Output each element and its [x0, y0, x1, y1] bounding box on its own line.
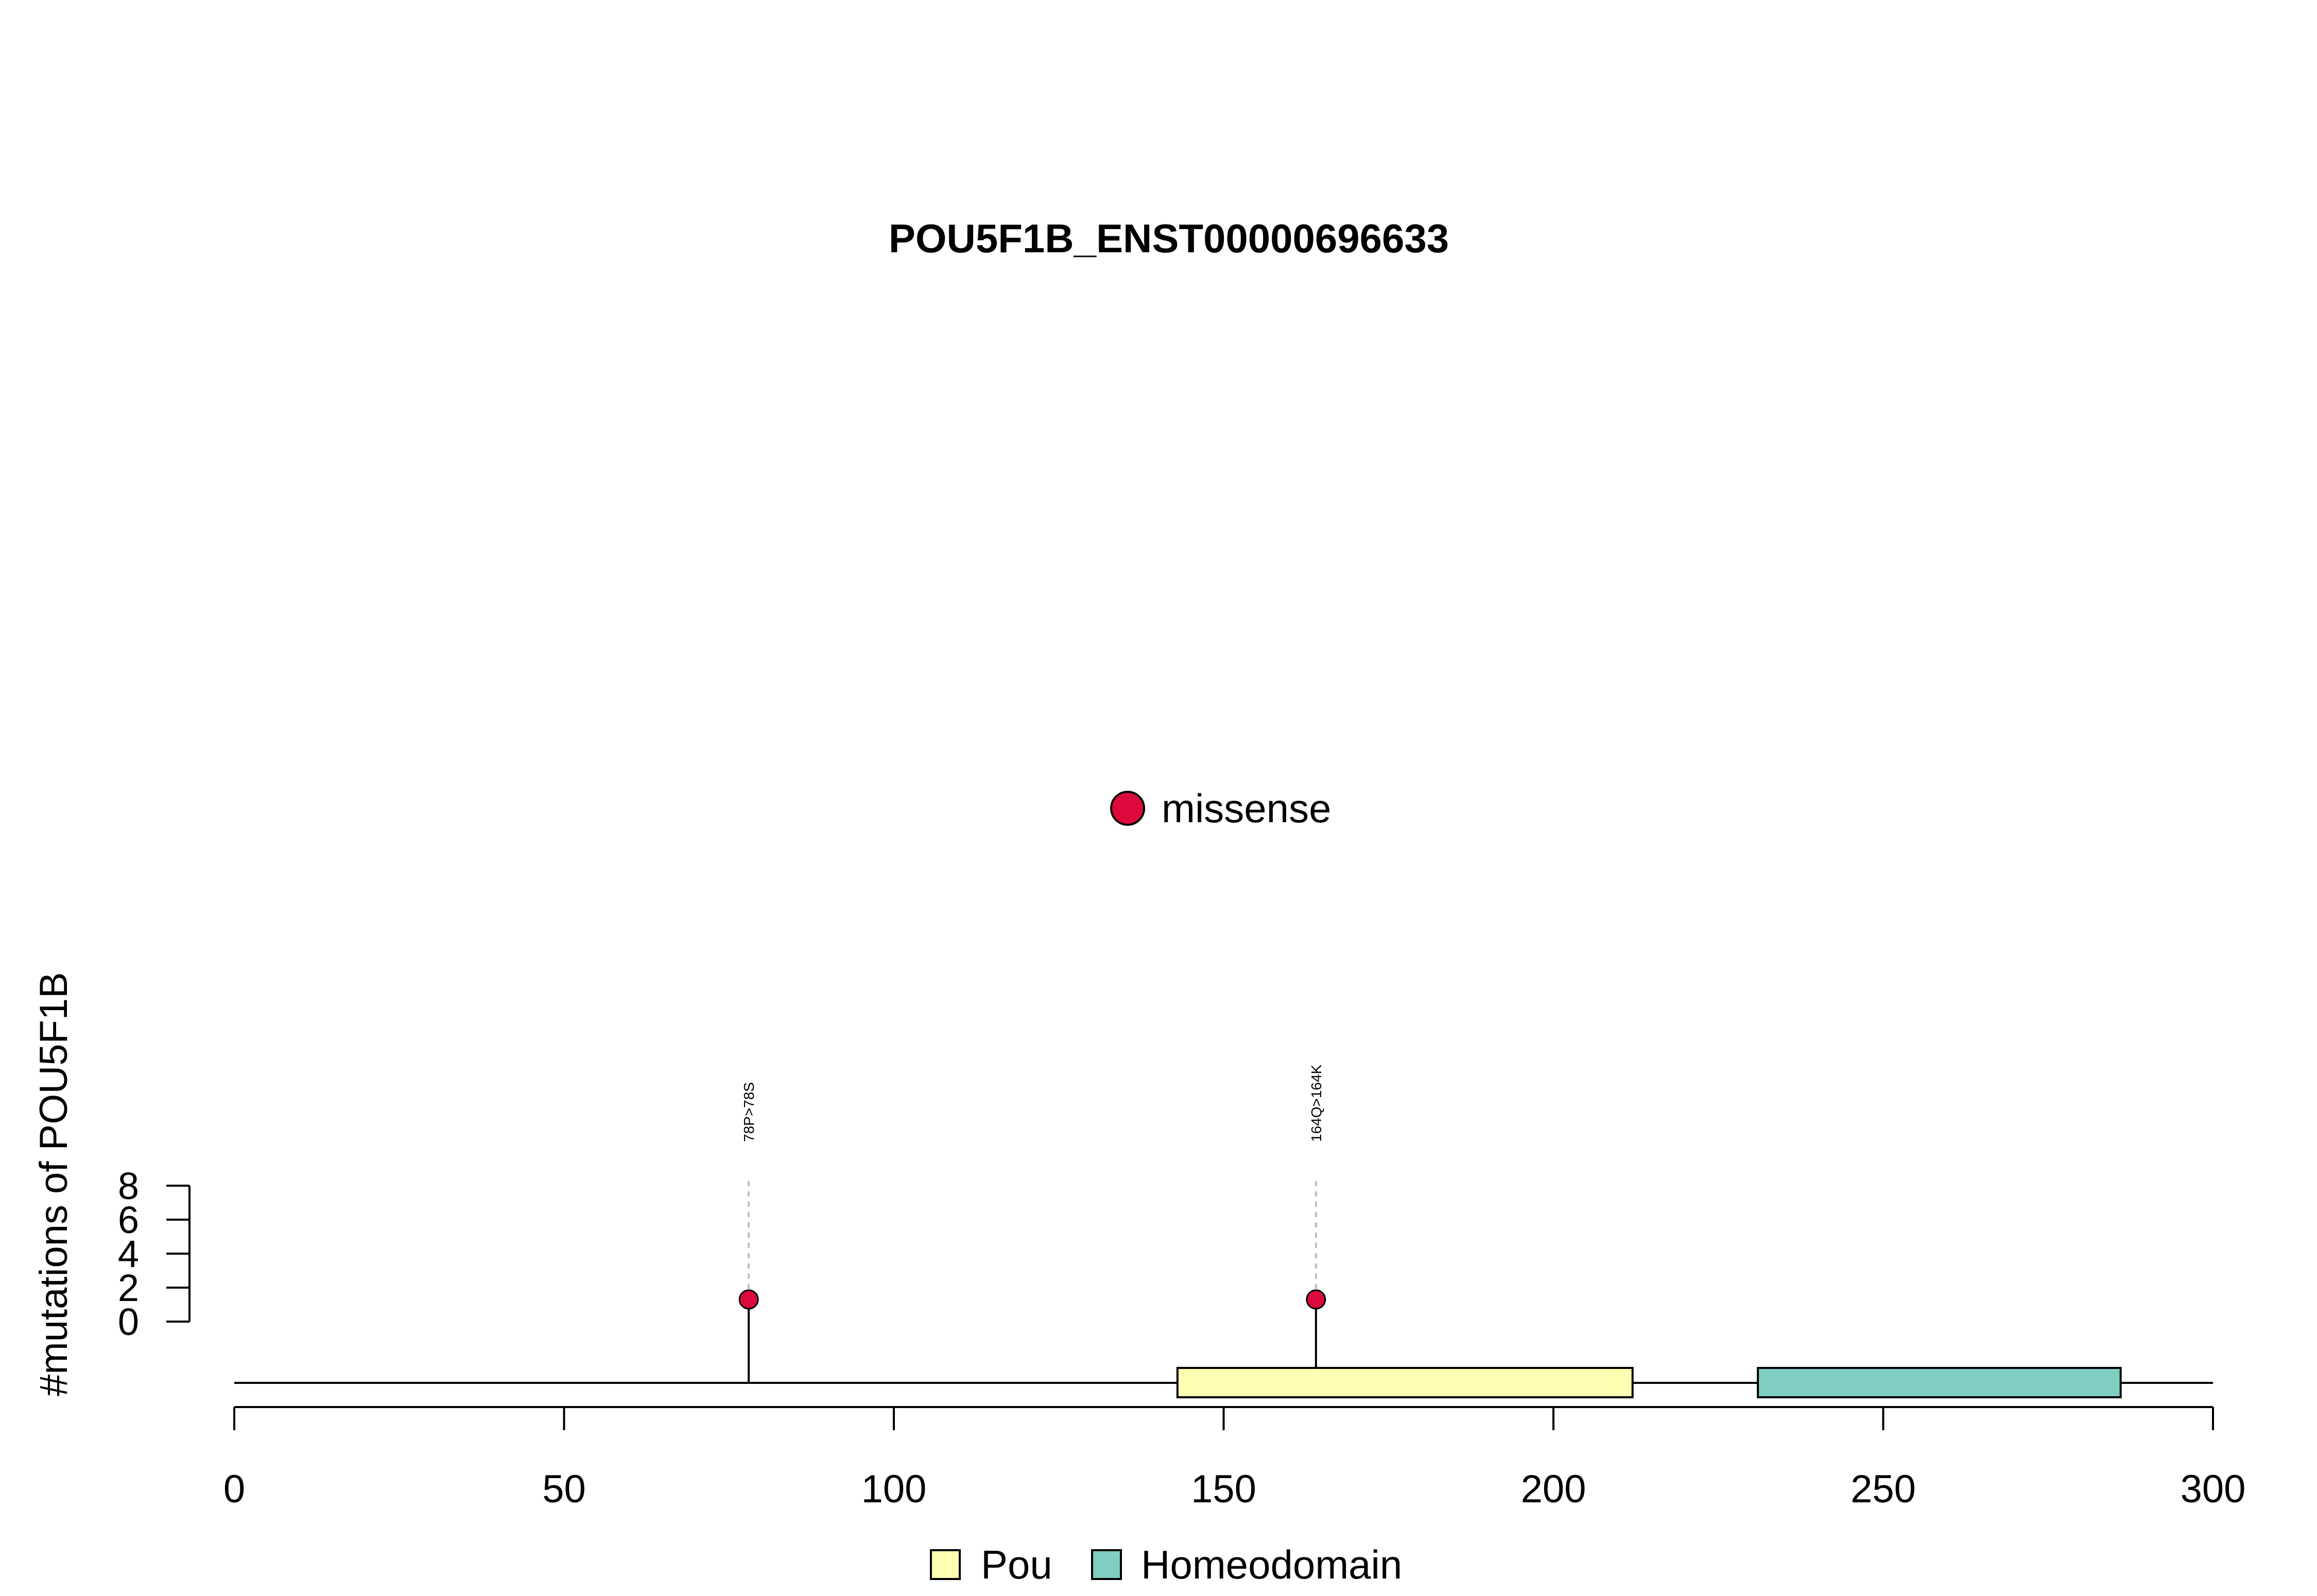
y-tick-label: 8	[118, 1165, 139, 1207]
domain-legend-label-homeodomain: Homeodomain	[1141, 1542, 1402, 1587]
x-tick-label: 300	[2181, 1467, 2246, 1511]
domain-legend-box-homeodomain	[1091, 1549, 1122, 1580]
mutation-legend: missense	[1110, 786, 1331, 831]
y-tick-label: 6	[118, 1199, 139, 1241]
lollipop-head	[738, 1289, 759, 1310]
y-axis-label: #mutations of POU5F1B	[32, 972, 76, 1396]
y-tick-label: 4	[118, 1233, 139, 1275]
x-tick-label: 100	[861, 1467, 927, 1511]
x-tick-label: 0	[223, 1467, 245, 1511]
lollipop-head	[1306, 1289, 1326, 1310]
domain-pou	[1176, 1367, 1634, 1398]
chart-title: POU5F1B_ENST00000696633	[889, 216, 1449, 261]
domain-legend-box-pou	[930, 1549, 961, 1580]
legend-label-missense: missense	[1162, 786, 1331, 831]
domain-legend: Pou Homeodomain	[930, 1542, 1402, 1587]
legend-marker-missense	[1110, 791, 1145, 826]
x-tick-label: 50	[542, 1467, 586, 1511]
y-tick-label: 2	[118, 1267, 139, 1309]
x-tick-label: 150	[1191, 1467, 1256, 1511]
domain-legend-label-pou: Pou	[981, 1542, 1052, 1587]
x-tick-label: 250	[1851, 1467, 1916, 1511]
protein-track	[234, 1367, 2213, 1398]
domain-homeodomain	[1757, 1367, 2122, 1398]
mutation-label: 164Q>164K	[1308, 1064, 1324, 1142]
x-axis: 0 50 100 150 200 250 300	[223, 1406, 2246, 1511]
x-tick-label: 200	[1521, 1467, 1586, 1511]
lollipops: 78P>78S 164Q>164K	[738, 1064, 1326, 1383]
y-tick-label: 0	[118, 1300, 139, 1343]
mutation-label: 78P>78S	[741, 1082, 757, 1142]
